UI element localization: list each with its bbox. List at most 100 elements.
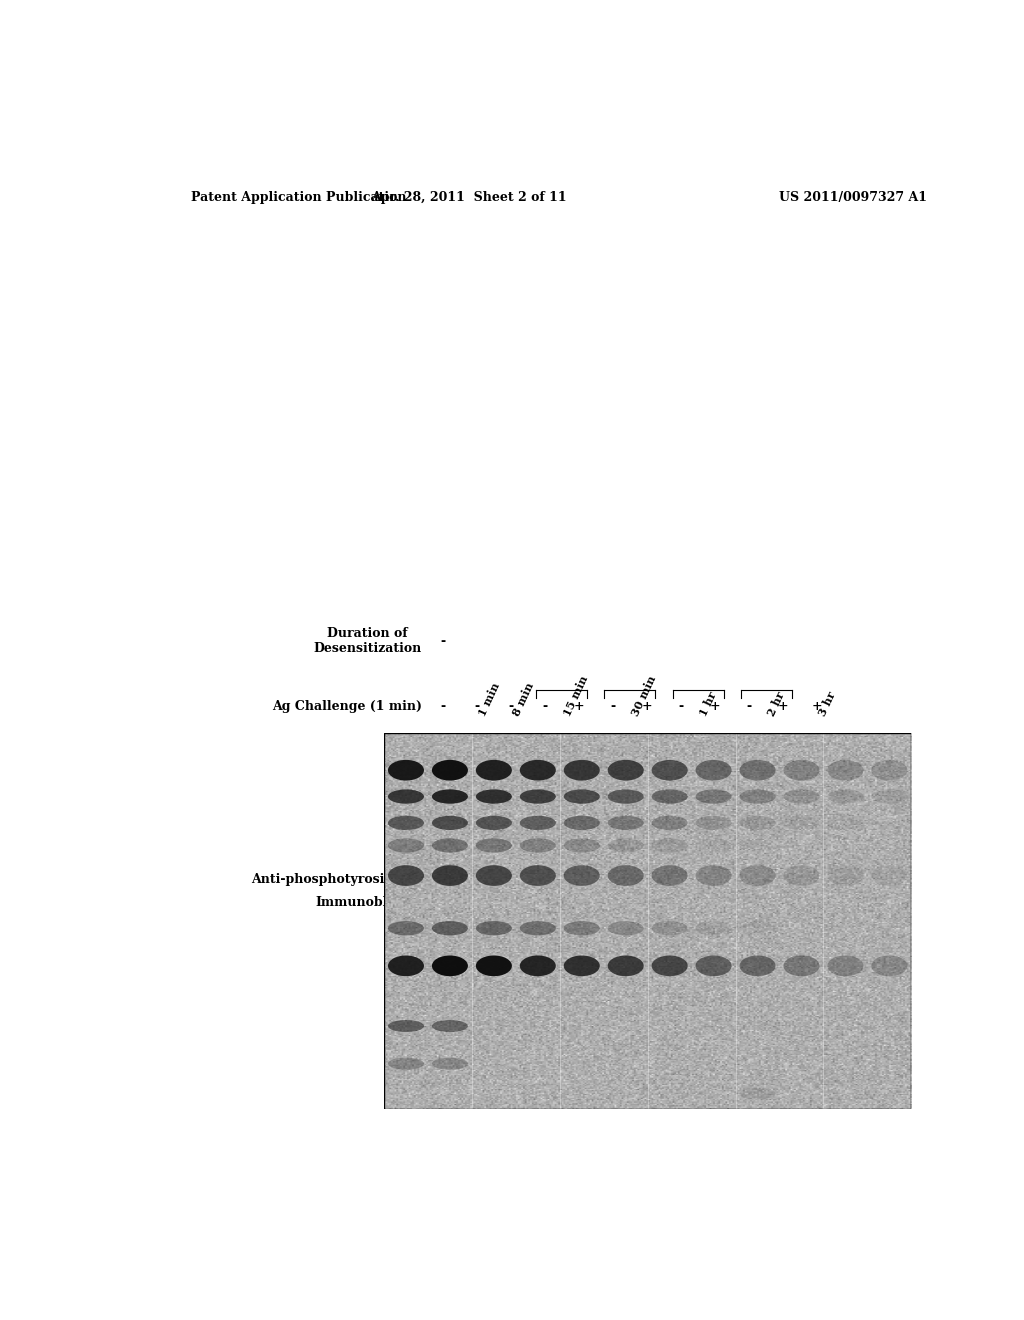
Text: Immunoblot: Immunoblot [315,895,401,908]
Text: 1 hr: 1 hr [698,689,719,718]
Ellipse shape [739,956,775,977]
Ellipse shape [871,865,907,886]
Ellipse shape [695,865,731,886]
Ellipse shape [564,865,600,886]
Ellipse shape [739,789,775,804]
Ellipse shape [827,816,863,830]
Ellipse shape [520,921,556,936]
Text: +: + [642,700,652,713]
Ellipse shape [564,760,600,780]
Ellipse shape [739,865,775,886]
Text: -: - [543,700,548,713]
Ellipse shape [651,816,688,830]
Text: -: - [508,700,513,713]
Ellipse shape [739,1088,775,1100]
Ellipse shape [388,1057,424,1069]
Ellipse shape [607,760,644,780]
Text: Ag Challenge (1 min): Ag Challenge (1 min) [271,700,422,713]
Ellipse shape [388,760,424,780]
Text: +: + [710,700,721,713]
Ellipse shape [783,865,819,886]
Ellipse shape [476,956,512,977]
Ellipse shape [607,816,644,830]
Ellipse shape [432,921,468,936]
Ellipse shape [432,816,468,830]
Ellipse shape [520,789,556,804]
Text: -45: -45 [842,895,864,908]
Ellipse shape [739,760,775,780]
Text: Rel. Molec. Mass (x10: Rel. Molec. Mass (x10 [886,799,897,936]
Text: -: - [746,700,752,713]
Ellipse shape [651,789,688,804]
Text: -111: -111 [842,744,873,758]
Ellipse shape [651,956,688,977]
Text: -: - [474,700,479,713]
Ellipse shape [388,789,424,804]
Ellipse shape [432,865,468,886]
Ellipse shape [695,816,731,830]
Text: -: - [440,635,445,648]
Ellipse shape [695,760,731,780]
Ellipse shape [388,838,424,853]
Ellipse shape [476,816,512,830]
Text: +: + [778,700,788,713]
Ellipse shape [783,816,819,830]
Ellipse shape [827,956,863,977]
Ellipse shape [871,956,907,977]
Ellipse shape [783,956,819,977]
Text: -: - [610,700,615,713]
Ellipse shape [476,865,512,886]
Ellipse shape [388,1020,424,1032]
Ellipse shape [564,956,600,977]
Text: -74: -74 [842,826,865,840]
Ellipse shape [871,760,907,780]
Ellipse shape [388,921,424,936]
Ellipse shape [432,1020,468,1032]
Ellipse shape [432,956,468,977]
Ellipse shape [564,789,600,804]
Text: -3: -3 [892,817,899,826]
Ellipse shape [564,921,600,936]
Ellipse shape [520,760,556,780]
Text: 8 min: 8 min [511,680,536,718]
Text: Apr. 28, 2011  Sheet 2 of 11: Apr. 28, 2011 Sheet 2 of 11 [372,190,567,203]
Ellipse shape [739,921,775,936]
Ellipse shape [432,1057,468,1069]
Ellipse shape [520,838,556,853]
Ellipse shape [476,760,512,780]
Ellipse shape [607,921,644,936]
Ellipse shape [827,760,863,780]
Ellipse shape [564,816,600,830]
Text: -29: -29 [842,982,864,995]
Text: 15 min: 15 min [562,673,590,718]
Ellipse shape [520,816,556,830]
Text: 1 min: 1 min [477,681,502,718]
Ellipse shape [607,838,644,853]
Text: 30 min: 30 min [630,673,658,718]
Text: -: - [440,700,445,713]
Text: FIG. 2A: FIG. 2A [429,875,509,895]
Ellipse shape [388,816,424,830]
Ellipse shape [388,865,424,886]
Text: US 2011/0097327 A1: US 2011/0097327 A1 [778,190,927,203]
Ellipse shape [432,760,468,780]
Ellipse shape [651,760,688,780]
Ellipse shape [827,865,863,886]
Text: 2 hr: 2 hr [766,689,786,718]
Ellipse shape [783,760,819,780]
Ellipse shape [607,865,644,886]
Ellipse shape [432,838,468,853]
Text: +: + [573,700,584,713]
Ellipse shape [695,838,731,853]
Text: Patent Application Publication: Patent Application Publication [191,190,407,203]
Ellipse shape [827,789,863,804]
Ellipse shape [651,838,688,853]
Ellipse shape [651,865,688,886]
Text: 3 hr: 3 hr [817,689,838,718]
Ellipse shape [695,921,731,936]
Ellipse shape [476,838,512,853]
Ellipse shape [388,956,424,977]
Text: -: - [679,700,684,713]
Ellipse shape [607,956,644,977]
Ellipse shape [564,838,600,853]
